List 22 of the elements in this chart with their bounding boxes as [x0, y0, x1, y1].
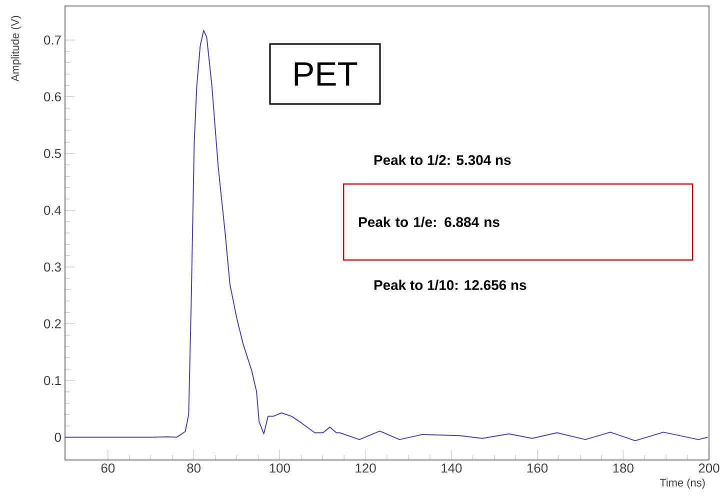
y-tick-label: 0.7 — [44, 35, 61, 45]
annotation: Peak to 1/10: 12.656 ns — [374, 280, 526, 290]
y-tick-label: 0.1 — [44, 376, 61, 386]
y-tick-label: 0.2 — [44, 319, 61, 328]
x-tick-label: 160 — [527, 464, 548, 473]
y-tick-label: 0.3 — [44, 262, 61, 272]
x-tick-label: 140 — [442, 464, 462, 473]
y-tick-label: 0.4 — [44, 206, 62, 215]
x-tick-label: 120 — [356, 464, 376, 473]
x-tick-label: 60 — [101, 464, 115, 473]
annotation: Peak to 1/e: 6.884 ns — [359, 216, 500, 228]
y-tick-label: 0.5 — [44, 148, 61, 158]
x-tick-label: 80 — [187, 464, 201, 473]
x-axis-title: Time (ns) — [660, 478, 705, 489]
annotation: Peak to 1/2: 5.304 ns — [374, 154, 511, 166]
y-axis-title: Amplitude (V) — [10, 16, 22, 82]
y-tick-label: 0 — [54, 432, 61, 442]
x-tick-label: 200 — [698, 464, 720, 473]
annotation: PET — [294, 62, 358, 86]
y-tick-label: 0.6 — [44, 92, 61, 102]
x-tick-label: 180 — [613, 464, 634, 473]
x-tick-label: 100 — [270, 464, 290, 473]
